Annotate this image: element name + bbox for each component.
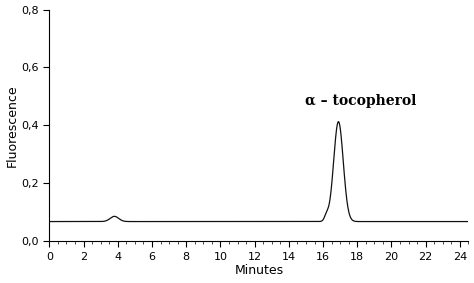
Text: α – tocopherol: α – tocopherol: [305, 94, 416, 108]
Y-axis label: Fluorescence: Fluorescence: [6, 84, 18, 167]
X-axis label: Minutes: Minutes: [234, 264, 283, 277]
